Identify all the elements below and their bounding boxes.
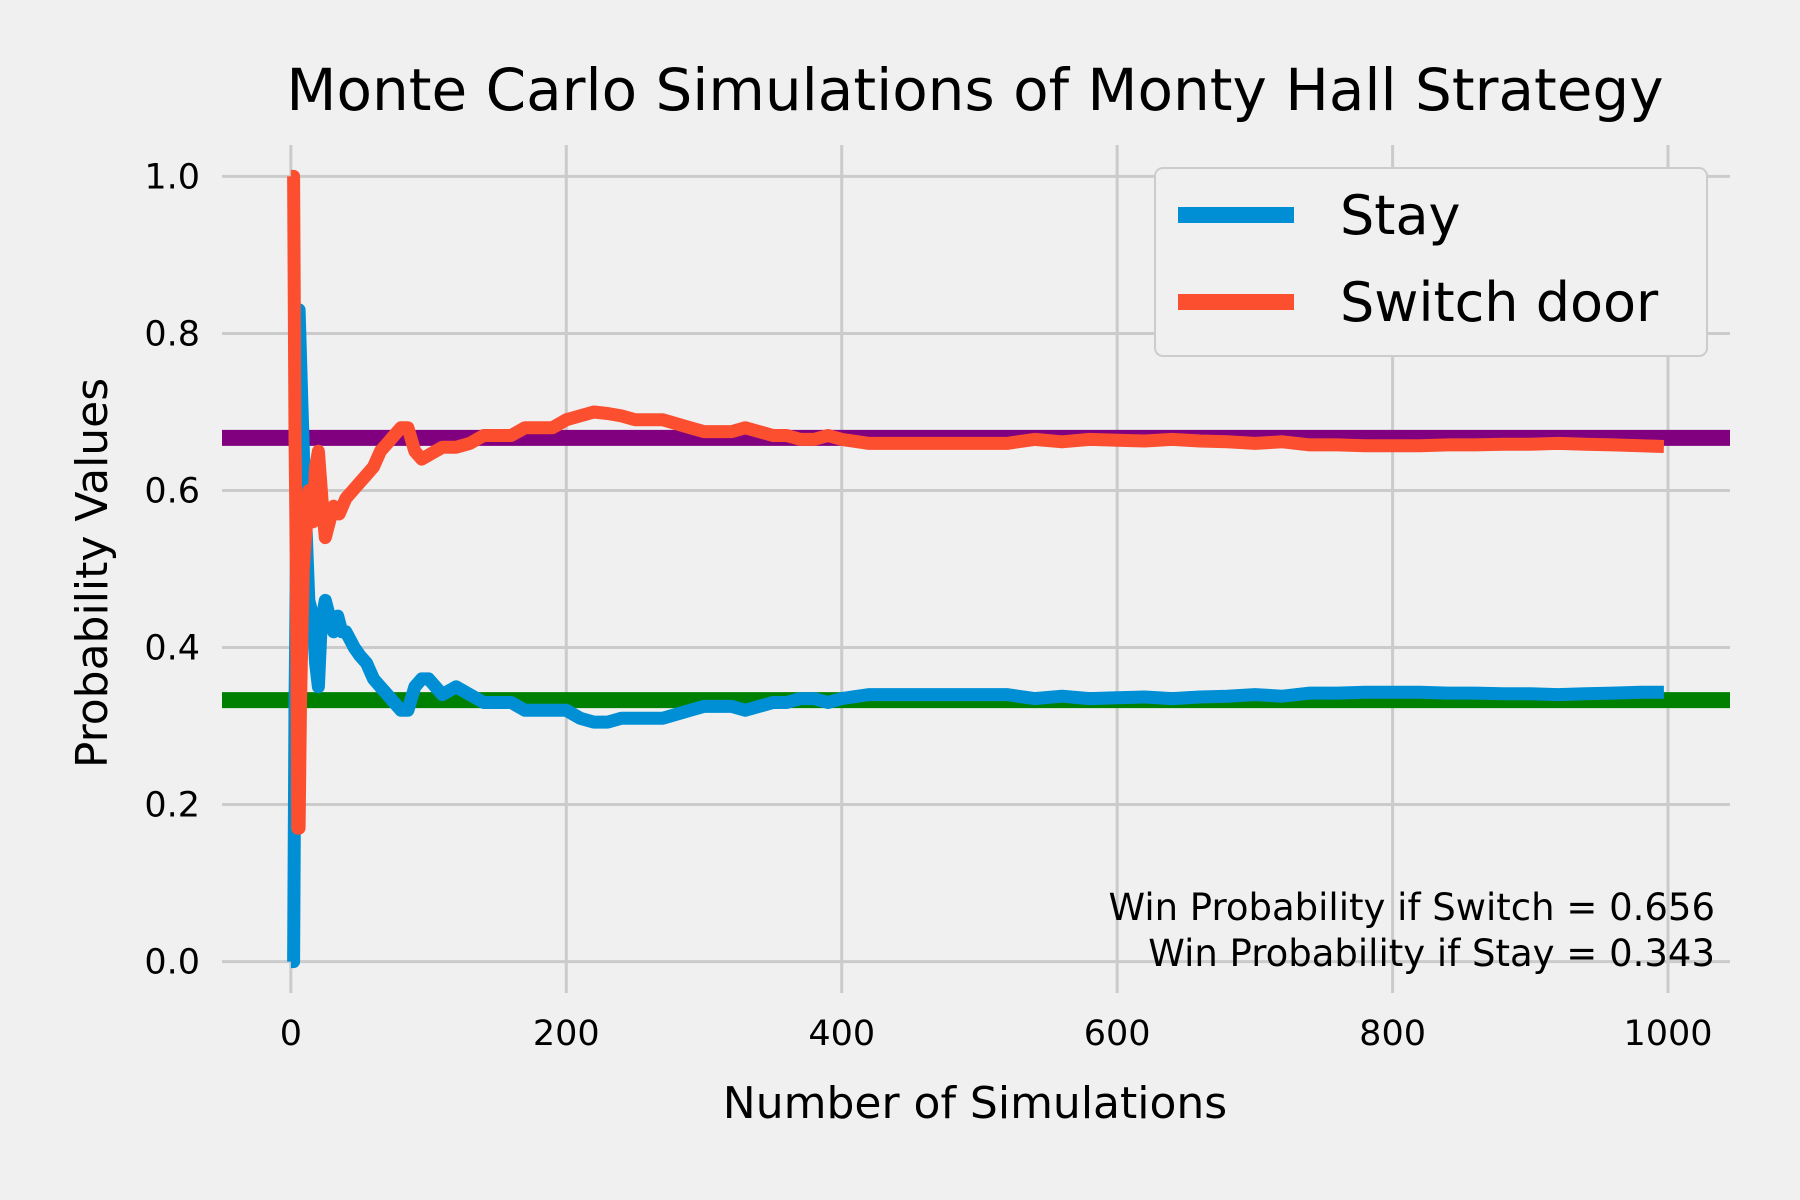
y-tick-label: 1.0 (144, 157, 200, 197)
y-tick-label: 0.4 (144, 629, 200, 669)
legend: Stay Switch door (1154, 167, 1708, 357)
x-axis-label: Number of Simulations (723, 1078, 1227, 1129)
y-tick-label: 0.2 (144, 786, 200, 826)
x-tick-label: 600 (1084, 1014, 1151, 1054)
x-tick-label: 200 (533, 1014, 600, 1054)
y-axis-label: Probability Values (67, 378, 118, 768)
annotation-stay-probability: Win Probability if Stay = 0.343 (1148, 932, 1715, 975)
y-tick-label: 0.8 (144, 314, 200, 354)
series-line-stay (287, 303, 1664, 969)
series-line-switch-door (287, 169, 1665, 835)
x-tick-label: 1000 (1623, 1014, 1712, 1054)
x-tick-label: 800 (1359, 1014, 1426, 1054)
tick-labels: 0 200 400 600 800 1000 0.0 0.2 0.4 0.6 0.8 1.0 (144, 157, 1712, 1054)
series-lines (287, 169, 1665, 969)
y-tick-label: 0.0 (144, 943, 200, 983)
y-tick-label: 0.6 (144, 471, 200, 511)
reference-lines (222, 429, 1730, 709)
x-tick-label: 0 (280, 1014, 302, 1054)
legend-label-switch-door: Switch door (1340, 271, 1659, 334)
annotation-switch-probability: Win Probability if Switch = 0.656 (1109, 886, 1715, 929)
chart-title: Monte Carlo Simulations of Monty Hall St… (286, 56, 1663, 124)
x-tick-label: 400 (808, 1014, 875, 1054)
legend-label-stay: Stay (1340, 184, 1461, 247)
